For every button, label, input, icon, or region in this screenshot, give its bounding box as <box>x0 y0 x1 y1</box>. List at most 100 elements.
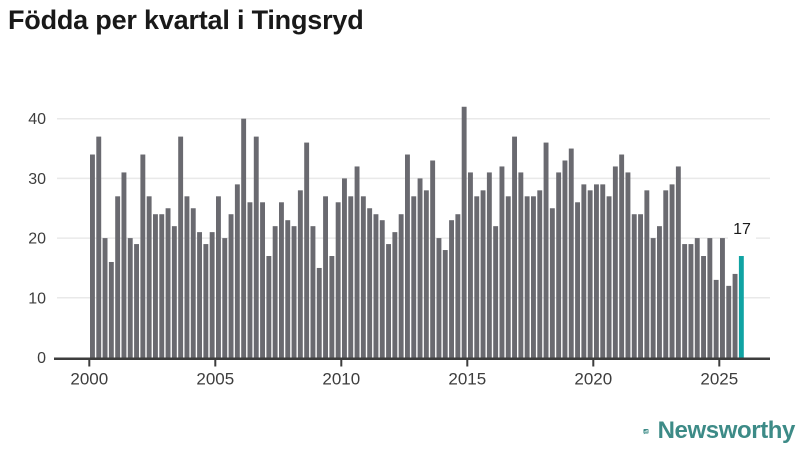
bar-2006-q1 <box>241 118 247 358</box>
bar-2003-q4 <box>184 196 190 358</box>
bar-2021-q1 <box>619 154 625 358</box>
bar-2017-q3 <box>531 196 536 358</box>
bar-2016-q3 <box>505 196 511 358</box>
bar-2012-q4 <box>411 196 417 358</box>
x-axis-label-2010: 2010 <box>322 370 360 389</box>
bar-2006-q3 <box>253 136 259 358</box>
bar-2018-q4 <box>562 160 568 358</box>
bar-2013-q1 <box>417 178 423 358</box>
bar-2021-q4 <box>638 214 643 358</box>
bar-2021-q2 <box>625 172 631 358</box>
bar-2023-q3 <box>682 244 688 358</box>
bar-2018-q2 <box>549 208 555 358</box>
bar-2000-q3 <box>102 238 108 358</box>
birth-chart: 0 10 20 30 40 2000 2005 2010 2015 2020 2025 <box>28 106 770 389</box>
bar-2009-q1 <box>316 267 322 358</box>
bar-2000-q4 <box>108 261 114 358</box>
bar-2010-q3 <box>354 166 360 358</box>
bar-2001-q4 <box>134 244 139 358</box>
bar-2019-q4 <box>587 190 593 358</box>
bar-2022-q1 <box>644 190 650 358</box>
bar-2012-q1 <box>392 232 398 358</box>
bar-2014-q3 <box>455 214 461 358</box>
bar-2023-q4 <box>688 244 694 358</box>
y-axis-label-0: 0 <box>37 350 46 367</box>
bar-2011-q2 <box>373 214 379 358</box>
bar-2012-q2 <box>398 214 404 358</box>
bar-2024-q4 <box>713 279 719 358</box>
bar-2018-q3 <box>556 172 562 358</box>
bar-2012-q3 <box>405 154 410 358</box>
bar-2007-q3 <box>279 202 284 358</box>
x-axis-label-2020: 2020 <box>574 370 612 389</box>
bar-2003-q2 <box>171 226 177 358</box>
bar-2024-q3 <box>707 238 713 358</box>
bar-2007-q2 <box>272 226 278 358</box>
bar-2024-q1 <box>694 238 700 358</box>
bar-2006-q4 <box>260 202 265 358</box>
bar-2013-q4 <box>436 238 442 358</box>
bar-2014-q1 <box>442 250 448 358</box>
brand-name: Newsworthy <box>657 417 796 444</box>
bar-2003-q1 <box>165 208 171 358</box>
x-axis-label-2025: 2025 <box>700 370 738 389</box>
bar-2001-q2 <box>121 172 127 358</box>
x-axis-label-2015: 2015 <box>448 370 486 389</box>
bar-2016-q4 <box>512 136 517 358</box>
y-axis-label-40: 40 <box>28 111 46 128</box>
bar-2001-q1 <box>115 196 121 358</box>
bar-2023-q1 <box>669 184 675 358</box>
bar-2002-q2 <box>146 196 152 358</box>
bar-2010-q4 <box>360 196 366 358</box>
bar-2025-q3 <box>732 273 738 358</box>
bar-2009-q3 <box>329 256 335 358</box>
bar-2001-q3 <box>127 238 133 358</box>
bar-2017-q1 <box>518 172 524 358</box>
y-axis-label-30: 30 <box>28 171 46 188</box>
bar-2006-q2 <box>247 202 253 358</box>
bar-2002-q1 <box>140 154 146 358</box>
bar-2019-q1 <box>568 148 574 358</box>
bar-2009-q4 <box>335 202 341 358</box>
bar-2025-q4 <box>738 256 744 358</box>
highlight-value-label: 17 <box>728 221 756 239</box>
bar-2014-q4 <box>461 106 467 358</box>
bar-2011-q1 <box>367 208 373 358</box>
bar-2000-q2 <box>96 136 102 358</box>
bar-2020-q2 <box>600 184 606 358</box>
bar-2008-q3 <box>304 142 310 358</box>
bar-2016-q1 <box>493 226 499 358</box>
bar-2017-q4 <box>537 190 543 358</box>
bar-2005-q2 <box>222 238 228 358</box>
bar-2013-q3 <box>430 160 436 358</box>
bar-2019-q3 <box>581 184 587 358</box>
bar-2008-q2 <box>297 190 303 358</box>
bar-2024-q2 <box>701 256 706 358</box>
bar-2007-q4 <box>285 220 291 358</box>
bar-2014-q2 <box>449 220 454 358</box>
bar-2007-q1 <box>266 256 272 358</box>
bar-2017-q2 <box>524 196 530 358</box>
bar-2005-q3 <box>228 214 234 358</box>
bar-2002-q3 <box>153 214 158 358</box>
bar-2020-q4 <box>612 166 618 358</box>
bar-2015-q3 <box>480 190 486 358</box>
bar-2004-q3 <box>203 244 209 358</box>
bar-2002-q4 <box>159 214 165 358</box>
bar-2015-q1 <box>468 172 473 358</box>
speech-bubble-shape <box>643 428 649 434</box>
bar-2005-q1 <box>216 196 221 358</box>
y-axis-label-10: 10 <box>28 290 46 307</box>
bar-2003-q3 <box>178 136 184 358</box>
bar-2015-q4 <box>486 172 492 358</box>
bar-2020-q3 <box>606 196 612 358</box>
bar-2005-q4 <box>234 184 240 358</box>
bar-2016-q2 <box>499 166 505 358</box>
bar-2004-q2 <box>197 232 202 358</box>
bar-2021-q3 <box>631 214 637 358</box>
x-axis-label-2000: 2000 <box>70 370 108 389</box>
page-title: Födda per kvartal i Tingsryd <box>8 5 364 35</box>
bar-2019-q2 <box>575 202 580 358</box>
y-axis-label-20: 20 <box>28 231 46 248</box>
bar-2010-q2 <box>348 196 354 358</box>
